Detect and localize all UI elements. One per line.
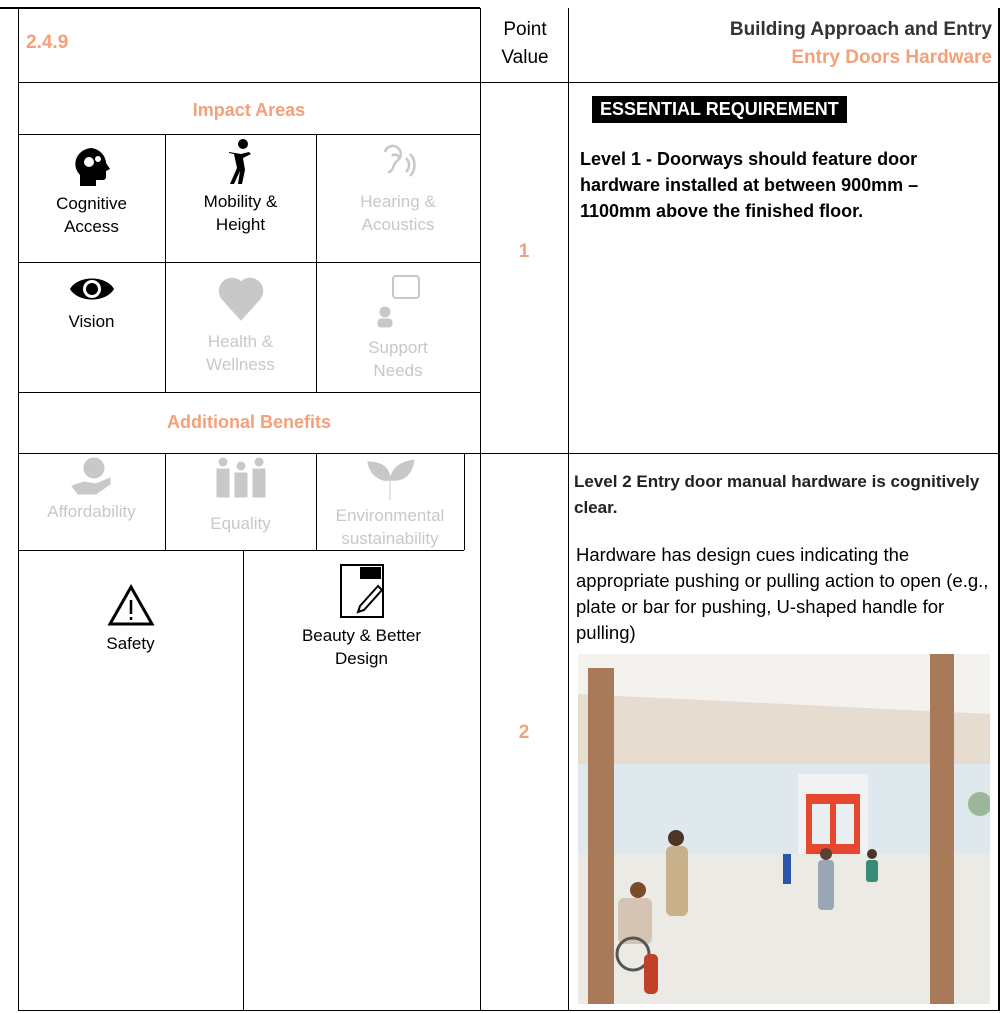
label: Support Needs [368, 338, 428, 380]
impact-areas-heading: Impact Areas [192, 100, 306, 120]
impact-cell: Mobility & Height [165, 138, 316, 236]
icon [216, 457, 265, 498]
rule [165, 134, 166, 392]
illustration [578, 654, 990, 1004]
label: Vision [68, 312, 115, 331]
label: Affordability [47, 502, 136, 521]
label: Equality [210, 514, 271, 533]
label: Cognitive Access [56, 194, 127, 236]
icon [339, 564, 384, 618]
rule [316, 453, 317, 550]
icon [69, 278, 114, 300]
benefits-heading: Additional Benefits [166, 412, 331, 432]
icon [106, 584, 155, 626]
level-text: Hardware has design cues indicating the … [576, 544, 989, 643]
rule [0, 7, 480, 9]
icon [74, 148, 110, 186]
rule [18, 82, 1000, 83]
impact-cell: Hearing & Acoustics [316, 142, 480, 236]
icon [377, 275, 420, 328]
label: Mobility & Height [203, 192, 278, 234]
level-text: Level 1 - Doorways should feature door h… [580, 149, 919, 221]
label: Environmental sustainability [335, 506, 445, 548]
icon [367, 459, 415, 500]
rule [998, 8, 1000, 1011]
icon [228, 139, 251, 184]
label: Beauty & Better Design [301, 626, 422, 668]
icon [383, 144, 416, 177]
points: 2 [518, 722, 530, 743]
rule [243, 550, 244, 1010]
code: 2.4.9 [26, 32, 69, 53]
level-heading: Level 2 Entry door manual hardware is co… [574, 472, 980, 517]
icon [70, 457, 110, 495]
benefit-cell: Beauty & Better Design [243, 562, 480, 670]
icon [218, 277, 263, 321]
rule [480, 8, 481, 1011]
label: Safety [106, 634, 155, 653]
rule [18, 134, 480, 135]
rule [464, 453, 465, 550]
impact-cell: Vision [18, 272, 165, 333]
label: Health & Wellness [206, 332, 275, 374]
impact-cell: Cognitive Access [18, 146, 165, 238]
section-subtitle: Entry Doors Hardware [791, 47, 992, 68]
rule [316, 134, 317, 392]
badge: ESSENTIAL REQUIREMENT [592, 96, 847, 123]
label: Hearing & Acoustics [360, 192, 436, 234]
rule [18, 262, 480, 263]
section-title: Building Approach and Entry [729, 19, 992, 40]
impact-cell: Health & Wellness [165, 272, 316, 376]
benefit-cell: Safety [18, 584, 243, 655]
rule [18, 8, 19, 1011]
benefit-cell: Environmental sustainability [316, 456, 464, 550]
benefit-cell: Equality [165, 456, 316, 535]
points: 1 [518, 241, 530, 262]
point-value-header: Point Value [501, 19, 549, 68]
rule [18, 453, 1000, 454]
benefit-cell: Affordability [18, 456, 165, 523]
rule [165, 453, 166, 550]
rule [568, 8, 569, 1011]
rule [18, 550, 464, 551]
rule [18, 1010, 1000, 1011]
impact-cell: Support Needs [316, 272, 480, 382]
rule [18, 392, 480, 393]
